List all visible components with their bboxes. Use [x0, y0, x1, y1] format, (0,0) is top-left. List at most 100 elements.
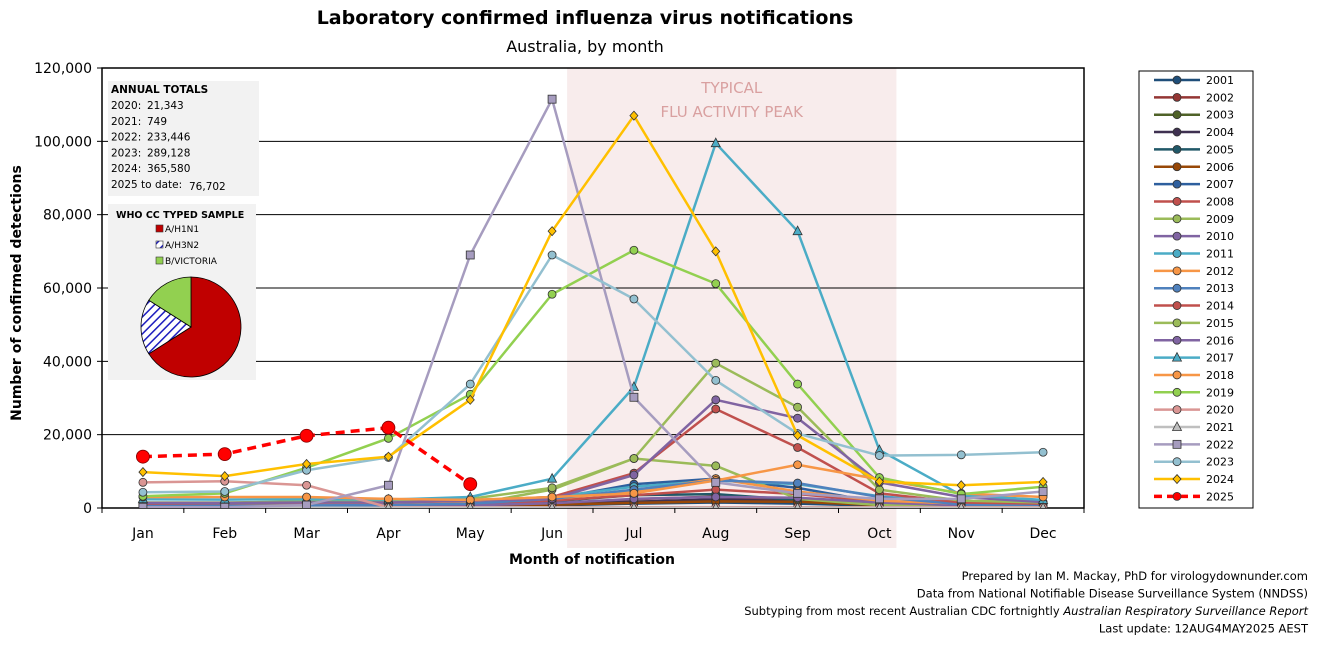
legend-item-2013: 2013: [1154, 282, 1234, 295]
data-point-2018-Mar: [302, 492, 311, 502]
data-point-2022-Jan: [138, 502, 148, 508]
series-line-2016: [142, 398, 1044, 505]
annual-total-label: 2024:: [111, 163, 141, 175]
data-point-2022-Mar: [302, 500, 311, 508]
legend-label-2013: 2013: [1206, 282, 1234, 295]
data-point-2023-Aug: [711, 375, 721, 385]
data-point-2022-Oct: [875, 494, 884, 504]
data-point-2019-Jun: [547, 289, 557, 299]
legend-item-2021: 2021: [1154, 421, 1234, 434]
who-legend-label: B/VICTORIA: [165, 257, 218, 267]
series-2022: [138, 94, 1048, 508]
data-point-2024-Sep: [793, 430, 803, 441]
legend-marker-2021: [1171, 421, 1183, 431]
legend-label-2010: 2010: [1206, 230, 1234, 243]
y-tick-label: 20,000: [43, 428, 92, 444]
legend-item-2024: 2024: [1154, 473, 1234, 486]
data-point-2024-Dec: [1038, 476, 1048, 488]
legend-marker-2023: [1172, 457, 1182, 467]
data-point-2025-Feb: [217, 447, 232, 462]
legend-label-2006: 2006: [1206, 161, 1234, 174]
series-2025: [136, 420, 478, 492]
legend-label-2025: 2025: [1206, 490, 1234, 503]
legend-label-2012: 2012: [1206, 265, 1234, 278]
legend-label-2002: 2002: [1206, 91, 1234, 104]
data-point-2025-May: [463, 477, 478, 492]
x-tick-label: Nov: [948, 526, 975, 542]
legend-label-2014: 2014: [1206, 300, 1234, 313]
annual-total-label: 2020:: [111, 100, 141, 112]
legend-label-2024: 2024: [1206, 473, 1234, 486]
series-2024: [138, 110, 1048, 491]
annual-total-value: 289,128: [147, 147, 190, 159]
x-axis-ticks: Jan Feb Mar Apr May Jun Jul Aug Sep Oct Nov Dec: [101, 508, 1085, 542]
series-line-2019: [142, 248, 1044, 498]
data-point-2024-Aug: [711, 246, 721, 257]
x-tick-label: Jun: [540, 526, 563, 542]
data-point-2023-Jul: [629, 294, 639, 304]
legend-marker-2006: [1172, 162, 1182, 172]
data-point-2022-Sep: [793, 488, 802, 498]
data-point-2021-Jul: [630, 501, 638, 508]
data-point-2016-Jul: [629, 470, 639, 480]
data-point-2022-Jun: [547, 94, 557, 104]
pie-slice-B/VICTORIA: [148, 276, 192, 328]
data-point-2013-Sep: [793, 478, 802, 488]
series-line-2023: [142, 253, 1044, 494]
legend-label-2008: 2008: [1206, 195, 1234, 208]
legend-label-2023: 2023: [1206, 456, 1234, 469]
credit-line: Subtyping from most recent Australian CD…: [744, 604, 1308, 618]
x-tick-label: Oct: [867, 526, 892, 542]
data-point-2019-Aug: [711, 279, 721, 289]
data-point-2020-Jan: [138, 477, 148, 487]
series-2023: [138, 250, 1048, 497]
legend-label-2019: 2019: [1206, 386, 1234, 399]
data-point-2018-Jul: [629, 488, 639, 498]
annual-total-label: 2021:: [111, 116, 141, 128]
annual-total-label: 2025 to date:: [111, 179, 182, 191]
who-sample-box: WHO CC TYPED SAMPLE A/H1N1 A/H3N2 B/VICTOR…: [108, 204, 256, 380]
annual-total-value: 21,343: [147, 100, 184, 112]
y-axis-title: Number of confirmed detections: [9, 165, 25, 421]
legend-marker-2009: [1172, 214, 1182, 224]
annual-total-label: 2023:: [111, 147, 141, 159]
series-layer: [136, 94, 1049, 508]
x-tick-label: Mar: [293, 526, 320, 542]
who-legend-swatch: [155, 224, 164, 233]
legend-marker-2025: [1172, 491, 1182, 501]
data-point-2015-Jul: [629, 454, 639, 463]
legend-item-2007: 2007: [1154, 178, 1234, 191]
legend-item-2014: 2014: [1154, 300, 1234, 313]
x-tick-label: Apr: [376, 526, 400, 542]
data-point-2024-May: [465, 394, 475, 405]
gridlines: [102, 140, 1084, 436]
legend-marker-2024: [1172, 473, 1182, 485]
legend-marker-2007: [1172, 179, 1182, 189]
data-point-2008-Aug: [711, 485, 721, 495]
legend-item-2010: 2010: [1154, 230, 1234, 243]
legend-label-2001: 2001: [1206, 74, 1234, 87]
data-point-2015-Sep: [793, 402, 802, 412]
x-tick-label: Jan: [131, 526, 154, 542]
y-tick-label: 80,000: [43, 208, 92, 224]
chart-title: Laboratory confirmed influenza virus not…: [317, 7, 854, 29]
legend-label-2004: 2004: [1206, 126, 1234, 139]
legend-label-2015: 2015: [1206, 317, 1234, 330]
data-point-2019-Apr: [384, 433, 393, 443]
band-label-line2: FLU ACTIVITY PEAK: [661, 103, 805, 121]
data-point-2023-Feb: [220, 487, 230, 496]
annual-totals-heading: ANNUAL TOTALS: [111, 84, 208, 96]
legend-item-2002: 2002: [1154, 91, 1234, 104]
legend-marker-2019: [1172, 387, 1182, 397]
data-point-2024-Jun: [547, 226, 557, 237]
legend-marker-2005: [1172, 144, 1182, 154]
legend-item-2025: 2025: [1154, 490, 1234, 503]
data-point-2018-Jun: [547, 492, 557, 502]
data-point-2023-Oct: [875, 451, 884, 460]
annual-total-value: 76,702: [189, 181, 226, 193]
legend-item-2011: 2011: [1154, 248, 1234, 261]
data-point-2024-Mar: [302, 458, 312, 470]
data-point-2024-Jan: [138, 466, 148, 478]
pie-slice-A/H3N2: [140, 299, 192, 355]
data-point-2020-Mar: [302, 480, 311, 490]
